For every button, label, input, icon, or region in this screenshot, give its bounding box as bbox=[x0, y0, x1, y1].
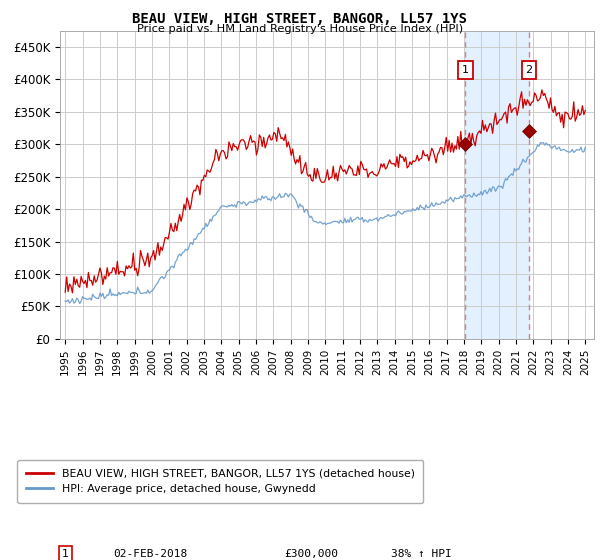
Legend: BEAU VIEW, HIGH STREET, BANGOR, LL57 1YS (detached house), HPI: Average price, d: BEAU VIEW, HIGH STREET, BANGOR, LL57 1YS… bbox=[17, 460, 424, 503]
Text: 02-FEB-2018: 02-FEB-2018 bbox=[113, 549, 188, 559]
Text: Price paid vs. HM Land Registry's House Price Index (HPI): Price paid vs. HM Land Registry's House … bbox=[137, 24, 463, 34]
Bar bbox=[466, 31, 529, 339]
Text: 2: 2 bbox=[526, 65, 533, 74]
Text: 1: 1 bbox=[462, 65, 469, 74]
Text: 38% ↑ HPI: 38% ↑ HPI bbox=[391, 549, 452, 559]
Text: BEAU VIEW, HIGH STREET, BANGOR, LL57 1YS: BEAU VIEW, HIGH STREET, BANGOR, LL57 1YS bbox=[133, 12, 467, 26]
Text: £300,000: £300,000 bbox=[284, 549, 338, 559]
Text: 1: 1 bbox=[62, 549, 69, 559]
